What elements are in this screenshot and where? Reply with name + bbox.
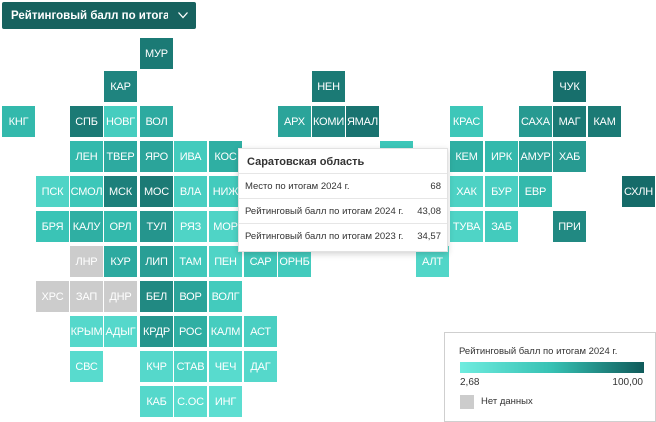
tooltip-row-label: Место по итогам 2024 г.: [245, 181, 350, 192]
region-tile[interactable]: МОР: [209, 211, 242, 242]
region-tile[interactable]: КАБ: [140, 386, 173, 417]
region-tile[interactable]: ХРС: [36, 281, 69, 312]
region-tile[interactable]: ДНР: [104, 281, 137, 312]
region-tile[interactable]: ПСК: [36, 176, 69, 207]
region-tile[interactable]: МАГ: [553, 106, 586, 137]
region-tile[interactable]: ИРК: [485, 141, 518, 172]
region-tile[interactable]: КЕМ: [450, 141, 483, 172]
region-tile[interactable]: КНГ: [2, 106, 35, 137]
region-tile[interactable]: ЧУК: [553, 71, 586, 102]
region-tile[interactable]: СПБ: [70, 106, 103, 137]
tooltip-row-label: Рейтинговый балл по итогам 2024 г.: [245, 206, 404, 217]
region-tile[interactable]: ЯМАЛ: [346, 106, 379, 137]
region-tile[interactable]: КОМИ: [312, 106, 345, 137]
region-tile[interactable]: КАЛУ: [70, 211, 103, 242]
region-tile[interactable]: ЯРО: [140, 141, 173, 172]
region-tile[interactable]: ОРЛ: [104, 211, 137, 242]
region-tile[interactable]: ХАК: [450, 176, 483, 207]
region-tile[interactable]: БЕЛ: [140, 281, 173, 312]
indicator-dropdown[interactable]: Рейтинговый балл по итогам ...: [2, 2, 196, 29]
region-tile[interactable]: ЛЕН: [70, 141, 103, 172]
region-tile[interactable]: СТАВ: [174, 351, 207, 382]
region-tile[interactable]: КАМ: [588, 106, 621, 137]
region-tile[interactable]: АСТ: [244, 316, 277, 347]
indicator-dropdown-label: Рейтинговый балл по итогам ...: [11, 9, 168, 22]
region-tile[interactable]: КАР: [104, 71, 137, 102]
region-tile[interactable]: КОС: [209, 141, 242, 172]
region-tile[interactable]: ВЛА: [174, 176, 207, 207]
region-tile[interactable]: КУР: [104, 246, 137, 277]
region-tile[interactable]: СВС: [70, 351, 103, 382]
region-tile[interactable]: РЯЗ: [174, 211, 207, 242]
legend-gradient-bar: [460, 362, 644, 373]
tooltip-row-value: 68: [430, 181, 441, 192]
chevron-down-icon: [178, 12, 188, 19]
region-tile[interactable]: ИНГ: [209, 386, 242, 417]
region-tile[interactable]: БРЯ: [36, 211, 69, 242]
region-tile[interactable]: ЗАП: [70, 281, 103, 312]
legend-no-data-swatch: [460, 395, 474, 409]
legend-no-data-label: Нет данных: [481, 396, 533, 407]
region-tile[interactable]: ВОЛГ: [209, 281, 242, 312]
tooltip-title: Саратовская область: [247, 156, 365, 168]
region-tile[interactable]: ЛНР: [70, 246, 103, 277]
region-tile[interactable]: КРДР: [140, 316, 173, 347]
region-tile[interactable]: АМУР: [519, 141, 552, 172]
region-tile[interactable]: ЕВР: [519, 176, 552, 207]
legend-max-label: 100,00: [612, 377, 643, 388]
region-tile[interactable]: СМОЛ: [70, 176, 103, 207]
region-tile[interactable]: ТАМ: [174, 246, 207, 277]
region-tile[interactable]: НИЖ: [209, 176, 242, 207]
region-tile[interactable]: КРЫМ: [70, 316, 103, 347]
region-tile[interactable]: ДАГ: [244, 351, 277, 382]
region-tile[interactable]: МУР: [140, 38, 173, 69]
region-tile[interactable]: ТУВА: [450, 211, 483, 242]
region-tile[interactable]: ИВА: [174, 141, 207, 172]
region-tile[interactable]: САХА: [519, 106, 552, 137]
region-tile[interactable]: ПРИ: [553, 211, 586, 242]
tooltip-row-score-2024: Рейтинговый балл по итогам 2024 г. 43,08: [239, 198, 447, 223]
region-tile[interactable]: РОС: [174, 316, 207, 347]
region-tile[interactable]: ХАБ: [553, 141, 586, 172]
region-tile[interactable]: КЧР: [140, 351, 173, 382]
tooltip-row-value: 34,57: [417, 231, 441, 242]
legend-title: Рейтинговый балл по итогам 2024 г.: [459, 346, 618, 357]
color-legend: Рейтинговый балл по итогам 2024 г. 2,68 …: [444, 332, 656, 422]
region-tile[interactable]: МСК: [104, 176, 137, 207]
region-tile[interactable]: ЗАБ: [485, 211, 518, 242]
region-tile[interactable]: С.ОС: [174, 386, 207, 417]
region-tile[interactable]: МОС: [140, 176, 173, 207]
tooltip-row-place: Место по итогам 2024 г. 68: [239, 173, 447, 198]
region-tile[interactable]: АРХ: [278, 106, 311, 137]
region-tile[interactable]: НЕН: [312, 71, 345, 102]
region-tile[interactable]: ТВЕР: [104, 141, 137, 172]
region-tile[interactable]: ЛИП: [140, 246, 173, 277]
region-tile[interactable]: ВОЛ: [140, 106, 173, 137]
region-tile[interactable]: НОВГ: [104, 106, 137, 137]
region-tile[interactable]: ВОР: [174, 281, 207, 312]
legend-min-label: 2,68: [460, 377, 480, 388]
region-tile[interactable]: АДЫГ: [104, 316, 137, 347]
region-tile[interactable]: ТУЛ: [140, 211, 173, 242]
tooltip-row-score-2023: Рейтинговый балл по итогам 2023 г. 34,57: [239, 223, 447, 248]
region-tile[interactable]: ПЕН: [209, 246, 242, 277]
region-tile[interactable]: БУР: [485, 176, 518, 207]
region-tooltip: Саратовская область Место по итогам 2024…: [238, 148, 448, 252]
tooltip-row-value: 43,08: [417, 206, 441, 217]
region-tile[interactable]: СХЛН: [622, 176, 655, 207]
region-tile[interactable]: КРАС: [450, 106, 483, 137]
region-tile[interactable]: ЧЕЧ: [209, 351, 242, 382]
region-tile[interactable]: КАЛМ: [209, 316, 242, 347]
tooltip-row-label: Рейтинговый балл по итогам 2023 г.: [245, 231, 404, 242]
